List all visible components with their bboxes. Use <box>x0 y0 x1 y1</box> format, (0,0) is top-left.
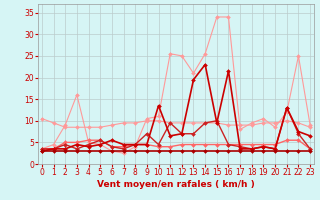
X-axis label: Vent moyen/en rafales ( km/h ): Vent moyen/en rafales ( km/h ) <box>97 180 255 189</box>
